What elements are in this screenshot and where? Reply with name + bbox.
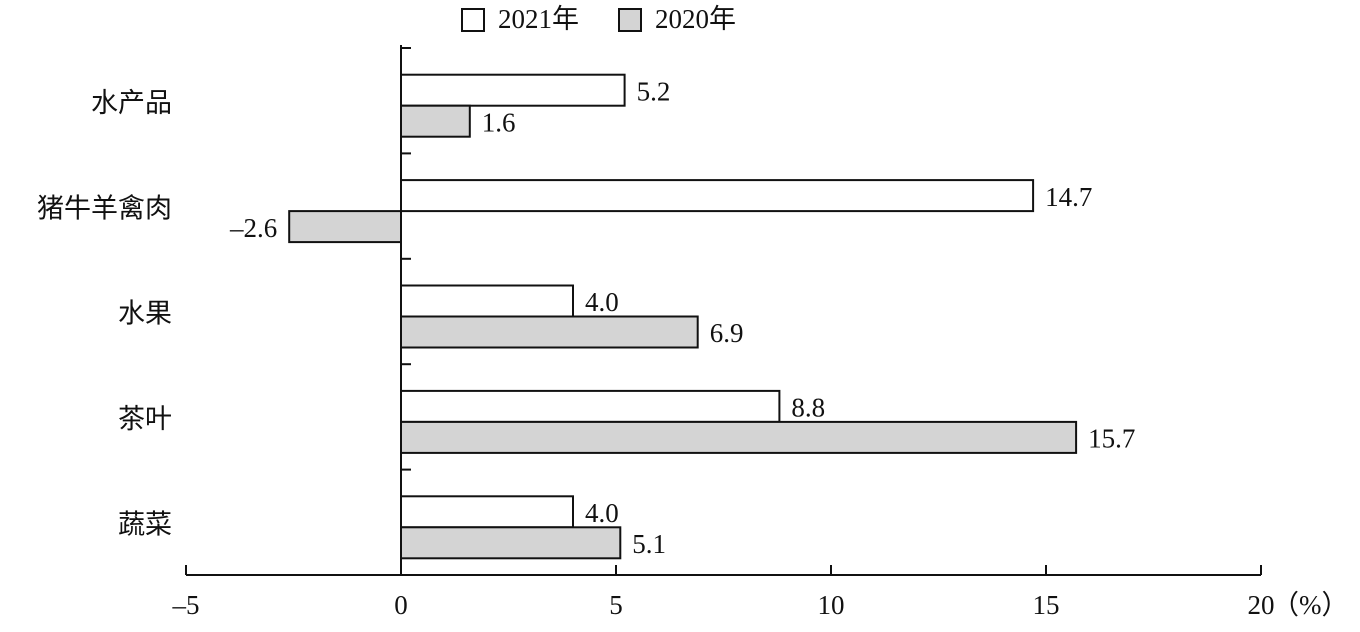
value-label: –2.6 bbox=[229, 213, 277, 243]
bar bbox=[400, 389, 781, 423]
bar bbox=[288, 210, 403, 244]
y-tick-label: 蔬菜 bbox=[118, 510, 172, 540]
x-unit: （%） bbox=[1272, 590, 1349, 620]
value-label: 14.7 bbox=[1045, 182, 1092, 212]
bar bbox=[400, 73, 626, 107]
y-tick-label: 水产品 bbox=[91, 88, 172, 118]
bar bbox=[400, 315, 699, 349]
bar bbox=[400, 104, 471, 138]
x-tick-label: –5 bbox=[172, 590, 200, 620]
x-tick-label: 15 bbox=[1033, 590, 1060, 620]
value-label: 6.9 bbox=[710, 318, 744, 348]
y-tick-label: 猪牛羊禽肉 bbox=[37, 193, 172, 223]
bar bbox=[400, 420, 1078, 454]
value-label: 1.6 bbox=[482, 107, 516, 137]
x-tick-label: 0 bbox=[394, 590, 408, 620]
value-label: 5.2 bbox=[637, 76, 671, 106]
legend-label: 2021年 bbox=[498, 4, 579, 34]
x-tick-label: 10 bbox=[818, 590, 845, 620]
y-tick-label: 水果 bbox=[118, 299, 172, 329]
x-tick-label: 5 bbox=[609, 590, 623, 620]
value-label: 8.8 bbox=[791, 393, 825, 423]
value-label: 15.7 bbox=[1088, 424, 1135, 454]
value-label: 4.0 bbox=[585, 498, 619, 528]
bar bbox=[400, 284, 574, 318]
bar bbox=[400, 495, 574, 529]
legend-label: 2020年 bbox=[655, 4, 736, 34]
value-label: 5.1 bbox=[632, 529, 666, 559]
bar bbox=[400, 179, 1035, 213]
x-tick-label: 20 bbox=[1248, 590, 1275, 620]
y-tick-label: 茶叶 bbox=[118, 404, 172, 434]
value-label: 4.0 bbox=[585, 287, 619, 317]
legend-swatch bbox=[618, 8, 642, 32]
legend-swatch bbox=[461, 8, 485, 32]
bar bbox=[400, 526, 622, 560]
